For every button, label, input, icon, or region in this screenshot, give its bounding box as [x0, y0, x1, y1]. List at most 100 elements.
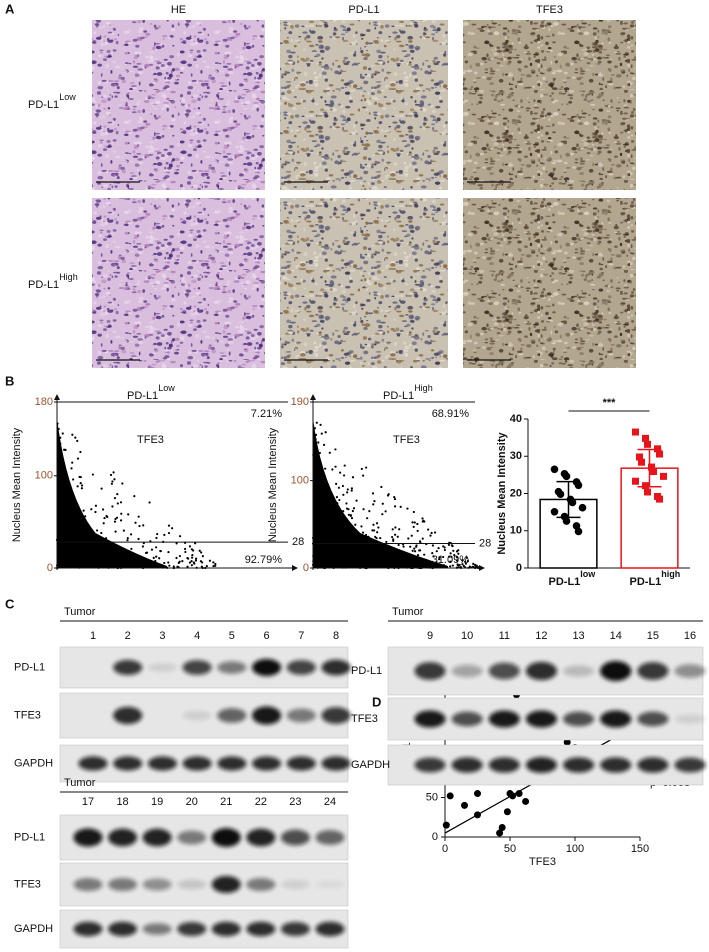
blot-header: Tumor — [392, 606, 424, 618]
band — [73, 877, 103, 892]
data-point — [498, 824, 506, 832]
data-point — [656, 495, 663, 503]
y-tick-label: 50 — [426, 791, 438, 803]
cell-dot — [156, 532, 159, 536]
cell-dot — [393, 560, 396, 563]
cell-dot — [111, 480, 114, 483]
cell-dot — [59, 557, 62, 560]
cell-dot — [375, 522, 379, 525]
cell-dot — [391, 528, 394, 531]
cell-dot — [399, 505, 402, 508]
cell-dot — [365, 466, 368, 469]
cell-dot — [125, 553, 129, 556]
cell-dot — [455, 550, 459, 553]
data-point — [636, 453, 643, 461]
cell-dot — [368, 510, 371, 513]
cell-dot — [381, 502, 384, 505]
cell-dot — [355, 540, 358, 544]
density-cloud — [313, 418, 448, 568]
cell-dot — [462, 564, 465, 568]
cell-dot — [412, 525, 415, 528]
data-point — [446, 792, 454, 800]
cell-dot — [188, 545, 192, 548]
x-tick-label: PD-L1high — [630, 569, 681, 588]
cell-dot — [466, 559, 470, 563]
cell-dot — [194, 542, 197, 545]
cell-dot — [360, 525, 363, 528]
cell-dot — [152, 556, 155, 559]
micrograph — [92, 198, 265, 368]
cell-dot — [394, 526, 397, 529]
cell-dot — [106, 515, 109, 519]
cell-dot — [57, 427, 60, 431]
cell-dot — [84, 565, 88, 569]
cell-dot — [130, 547, 133, 550]
row-label: TFE3 — [351, 713, 378, 725]
cell-dot — [76, 457, 80, 460]
cell-dot — [331, 557, 335, 560]
cell-dot — [326, 493, 329, 496]
cell-dot — [76, 529, 79, 532]
cell-dot — [76, 485, 79, 488]
cell-dot — [167, 531, 171, 535]
cell-dot — [155, 555, 158, 558]
cell-dot — [114, 530, 117, 533]
band — [142, 878, 172, 891]
cell-dot — [372, 523, 375, 526]
band — [147, 663, 178, 672]
cell-dot — [359, 551, 363, 555]
panel-label: B — [5, 373, 14, 388]
cell-dot — [94, 504, 98, 507]
lane-number: 3 — [159, 630, 165, 642]
cell-dot — [83, 560, 86, 563]
plot-title-superscript: Low — [158, 383, 175, 393]
cell-dot — [325, 518, 328, 522]
band — [113, 659, 143, 676]
band — [488, 710, 520, 728]
cell-dot — [464, 560, 467, 563]
cell-dot — [379, 537, 382, 540]
y-tick-label: 0 — [516, 562, 522, 574]
column-header: HE — [171, 4, 186, 16]
cell-dot — [163, 561, 166, 565]
cell-dot — [73, 508, 77, 511]
lane-number: 21 — [220, 796, 232, 808]
cell-dot — [65, 538, 69, 542]
cell-dot — [84, 515, 87, 518]
cell-dot — [471, 565, 475, 568]
lane-number: 11 — [499, 630, 510, 642]
cell-dot — [111, 505, 114, 508]
band — [562, 711, 595, 727]
cell-dot — [113, 478, 116, 481]
cell-dot — [351, 509, 354, 513]
cell-dot — [80, 564, 83, 567]
cell-dot — [109, 542, 112, 545]
x-tick-label: 0 — [442, 843, 448, 855]
cell-dot — [313, 440, 317, 443]
data-point — [648, 463, 655, 471]
cell-dot — [341, 484, 344, 488]
cell-dot — [102, 522, 105, 525]
cell-dot — [78, 475, 81, 479]
y-tick-label: 180 — [35, 396, 53, 408]
x-tick-label: 150 — [631, 843, 649, 855]
lane-number: 17 — [82, 796, 94, 808]
quadrant-percent: 7.21% — [251, 408, 282, 420]
cell-dot — [320, 538, 323, 541]
cell-dot — [346, 534, 349, 537]
cell-dot — [330, 527, 334, 530]
cell-dot — [452, 549, 455, 552]
cell-dot — [317, 469, 320, 472]
cell-dot — [116, 502, 119, 505]
cell-dot — [129, 533, 133, 536]
cell-dot — [382, 564, 385, 567]
cell-dot — [190, 564, 193, 567]
y-axis-label: Nucleus Mean Intensity — [496, 431, 508, 554]
data-point — [644, 440, 651, 448]
cell-dot — [101, 564, 104, 567]
cell-dot — [191, 556, 194, 559]
cell-dot — [122, 529, 125, 532]
band — [315, 880, 345, 889]
cell-dot — [141, 545, 145, 548]
cell-dot — [350, 489, 353, 492]
